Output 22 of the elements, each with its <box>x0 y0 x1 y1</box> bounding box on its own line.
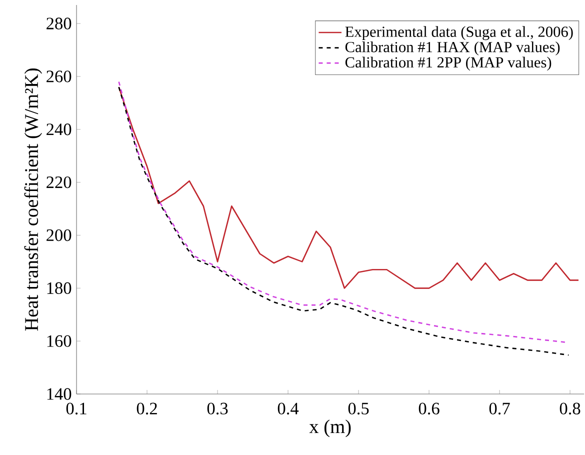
y-tick-label: 220 <box>46 176 72 188</box>
x-tick-label: 0.5 <box>348 402 369 414</box>
legend-label: Calibration #1 2PP (MAP values) <box>345 56 552 71</box>
legend-label: Experimental data (Suga et al., 2006) <box>345 26 573 40</box>
x-axis-title: x (m) <box>309 420 351 438</box>
y-tick-label: 260 <box>46 70 72 82</box>
legend-label: Calibration #1 HAX (MAP values) <box>345 41 560 56</box>
x-tick-label: 0.8 <box>560 402 580 414</box>
y-tick-label: 180 <box>47 282 72 294</box>
x-tick-label: 0.6 <box>418 402 440 414</box>
y-tick-label: 280 <box>46 18 72 30</box>
y-tick-label: 200 <box>46 229 72 242</box>
x-tick-label: 0.2 <box>136 402 157 414</box>
x-tick-label: 0.3 <box>207 402 228 414</box>
y-tick-label: 140 <box>47 388 72 400</box>
x-tick-label: 0.1 <box>66 402 86 414</box>
line-series <box>118 86 580 289</box>
y-tick-label: 240 <box>46 124 72 136</box>
y-tick-label: 160 <box>47 335 72 347</box>
x-tick-label: 0.4 <box>278 402 299 414</box>
x-tick-label: 0.7 <box>489 402 510 414</box>
y-axis-title: Heat transfer coefficient (W/m²K) <box>24 68 42 331</box>
